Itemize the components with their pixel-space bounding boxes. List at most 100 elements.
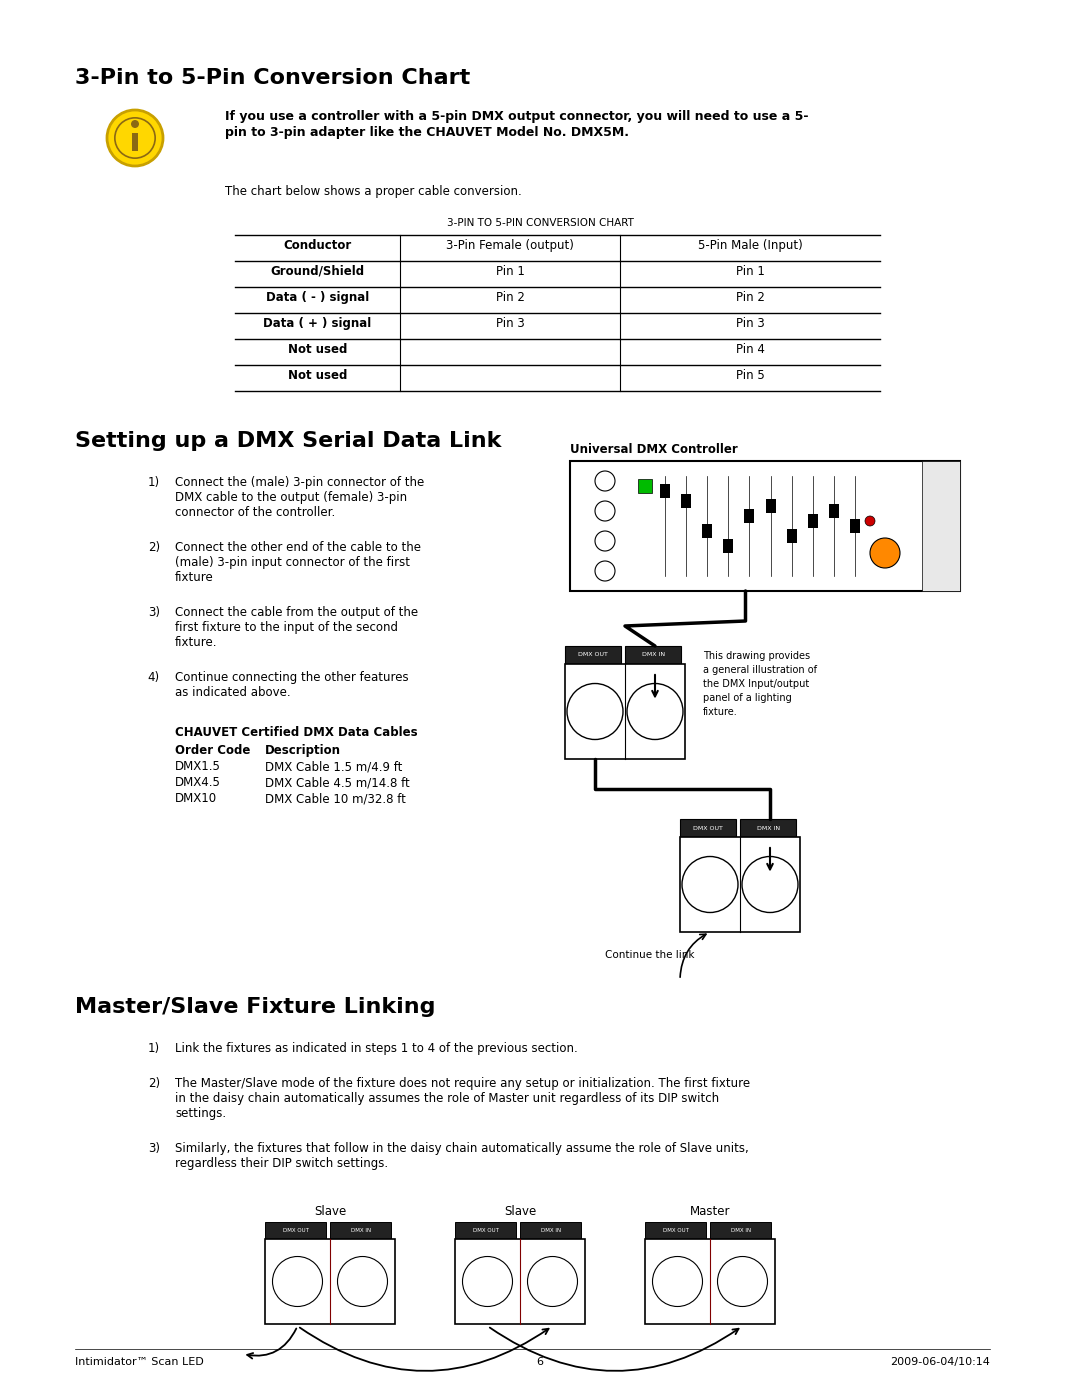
Text: fixture.: fixture.: [175, 636, 217, 650]
Text: Master/Slave Fixture Linking: Master/Slave Fixture Linking: [75, 997, 435, 1017]
Text: DMX IN: DMX IN: [541, 1228, 562, 1234]
Text: DMX10: DMX10: [175, 792, 217, 805]
Bar: [680, 837, 800, 932]
Bar: [660, 483, 670, 497]
Text: CHAUVET Certified DMX Data Cables: CHAUVET Certified DMX Data Cables: [175, 726, 418, 739]
Text: Description: Description: [265, 745, 341, 757]
Text: 1): 1): [148, 476, 160, 489]
Text: DMX cable to the output (female) 3-pin: DMX cable to the output (female) 3-pin: [175, 490, 407, 504]
Text: Pin 2: Pin 2: [735, 291, 765, 305]
Text: Similarly, the fixtures that follow in the daisy chain automatically assume the : Similarly, the fixtures that follow in t…: [175, 1141, 748, 1155]
Text: panel of a lighting: panel of a lighting: [703, 693, 792, 703]
Bar: [132, 133, 138, 151]
Text: Not used: Not used: [287, 369, 347, 381]
Text: in the daisy chain automatically assumes the role of Master unit regardless of i: in the daisy chain automatically assumes…: [175, 1092, 719, 1105]
Text: Data ( + ) signal: Data ( + ) signal: [264, 317, 372, 330]
Circle shape: [131, 120, 139, 129]
Text: 2): 2): [148, 1077, 160, 1090]
Bar: [922, 461, 960, 591]
Text: 3): 3): [148, 606, 160, 619]
Text: Pin 2: Pin 2: [496, 291, 525, 305]
Text: Pin 1: Pin 1: [735, 265, 765, 278]
Bar: [565, 664, 685, 759]
Text: Pin 3: Pin 3: [496, 317, 525, 330]
Bar: [724, 539, 733, 553]
Text: If you use a controller with a 5-pin DMX output connector, you will need to use : If you use a controller with a 5-pin DMX…: [225, 110, 809, 123]
Bar: [455, 1222, 516, 1239]
Text: DMX1.5: DMX1.5: [175, 760, 221, 773]
Text: connector of the controller.: connector of the controller.: [175, 506, 335, 520]
Text: DMX OUT: DMX OUT: [663, 1228, 688, 1234]
Text: Intimidator™ Scan LED: Intimidator™ Scan LED: [75, 1356, 204, 1368]
Text: Connect the cable from the output of the: Connect the cable from the output of the: [175, 606, 418, 619]
Text: DMX OUT: DMX OUT: [578, 652, 608, 658]
Text: 5-Pin Male (Input): 5-Pin Male (Input): [698, 239, 802, 251]
Bar: [786, 529, 797, 543]
Text: the DMX Input/output: the DMX Input/output: [703, 679, 809, 689]
Bar: [710, 1222, 771, 1239]
Text: 3): 3): [148, 1141, 160, 1155]
Text: Connect the other end of the cable to the: Connect the other end of the cable to th…: [175, 541, 421, 555]
Text: DMX OUT: DMX OUT: [473, 1228, 499, 1234]
Bar: [570, 461, 960, 591]
Circle shape: [107, 110, 163, 166]
Text: Slave: Slave: [504, 1206, 536, 1218]
Text: Universal DMX Controller: Universal DMX Controller: [570, 443, 738, 455]
Bar: [828, 504, 839, 518]
Text: 2009-06-04/10:14: 2009-06-04/10:14: [890, 1356, 990, 1368]
Text: This drawing provides: This drawing provides: [703, 651, 810, 661]
Text: DMX IN: DMX IN: [731, 1228, 752, 1234]
Text: 3-Pin Female (output): 3-Pin Female (output): [446, 239, 573, 251]
Text: The chart below shows a proper cable conversion.: The chart below shows a proper cable con…: [225, 184, 522, 198]
Bar: [680, 819, 737, 837]
Text: Order Code: Order Code: [175, 745, 251, 757]
Text: 6: 6: [537, 1356, 543, 1368]
Text: DMX IN: DMX IN: [643, 652, 665, 658]
Text: 1): 1): [148, 1042, 160, 1055]
Text: Pin 1: Pin 1: [496, 265, 525, 278]
Bar: [625, 645, 681, 664]
Text: DMX OUT: DMX OUT: [693, 826, 724, 830]
Circle shape: [870, 538, 900, 569]
Bar: [850, 520, 860, 534]
Text: DMX4.5: DMX4.5: [175, 775, 221, 789]
Text: (male) 3-pin input connector of the first: (male) 3-pin input connector of the firs…: [175, 556, 410, 569]
Text: Not used: Not used: [287, 344, 347, 356]
Text: The Master/Slave mode of the fixture does not require any setup or initializatio: The Master/Slave mode of the fixture doe…: [175, 1077, 751, 1090]
Text: Continue the link: Continue the link: [605, 950, 694, 960]
Text: DMX Cable 1.5 m/4.9 ft: DMX Cable 1.5 m/4.9 ft: [265, 760, 403, 773]
Bar: [645, 1222, 706, 1239]
Text: Setting up a DMX Serial Data Link: Setting up a DMX Serial Data Link: [75, 432, 501, 451]
Text: Connect the (male) 3-pin connector of the: Connect the (male) 3-pin connector of th…: [175, 476, 424, 489]
Text: Data ( - ) signal: Data ( - ) signal: [266, 291, 369, 305]
Text: Ground/Shield: Ground/Shield: [270, 265, 365, 278]
Bar: [681, 495, 691, 509]
Text: first fixture to the input of the second: first fixture to the input of the second: [175, 622, 399, 634]
Bar: [702, 524, 712, 538]
Text: Master: Master: [690, 1206, 730, 1218]
Text: fixture.: fixture.: [703, 707, 738, 717]
Text: pin to 3-pin adapter like the CHAUVET Model No. DMX5M.: pin to 3-pin adapter like the CHAUVET Mo…: [225, 126, 629, 138]
Text: DMX IN: DMX IN: [757, 826, 781, 830]
Text: 2): 2): [148, 541, 160, 555]
Bar: [645, 1239, 775, 1324]
Text: fixture: fixture: [175, 571, 214, 584]
Circle shape: [865, 515, 875, 527]
Text: Slave: Slave: [314, 1206, 346, 1218]
Bar: [740, 819, 796, 837]
Text: a general illustration of: a general illustration of: [703, 665, 816, 675]
Text: Link the fixtures as indicated in steps 1 to 4 of the previous section.: Link the fixtures as indicated in steps …: [175, 1042, 578, 1055]
Text: Conductor: Conductor: [283, 239, 352, 251]
Text: Continue connecting the other features: Continue connecting the other features: [175, 671, 408, 685]
Text: settings.: settings.: [175, 1106, 226, 1120]
Text: 4): 4): [148, 671, 160, 685]
Bar: [265, 1239, 395, 1324]
Text: DMX Cable 4.5 m/14.8 ft: DMX Cable 4.5 m/14.8 ft: [265, 775, 409, 789]
Bar: [638, 479, 652, 493]
Bar: [265, 1222, 326, 1239]
Bar: [519, 1222, 581, 1239]
Text: 3-Pin to 5-Pin Conversion Chart: 3-Pin to 5-Pin Conversion Chart: [75, 68, 470, 88]
Circle shape: [114, 117, 156, 158]
Text: Pin 5: Pin 5: [735, 369, 765, 381]
Text: Pin 3: Pin 3: [735, 317, 765, 330]
